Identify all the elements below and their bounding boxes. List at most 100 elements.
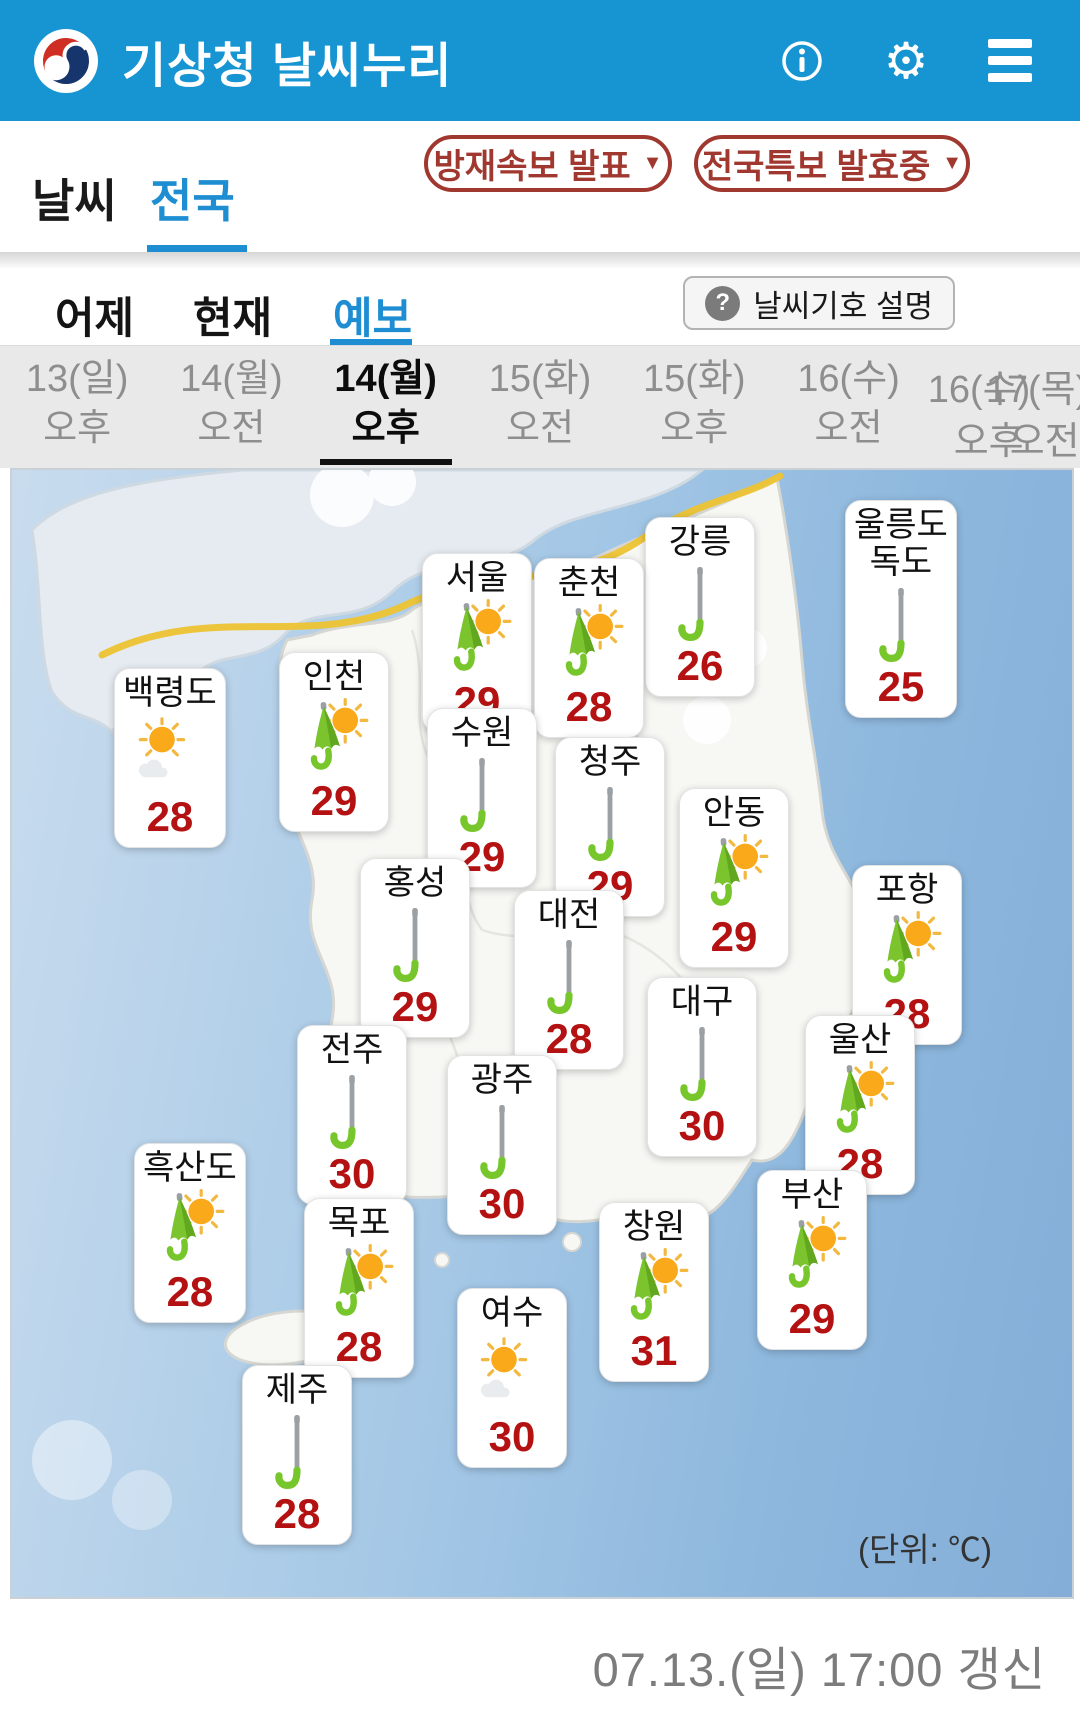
ampm-label: 오후 [351, 406, 420, 448]
active-subtab-underline [330, 339, 412, 345]
rain-icon [529, 936, 609, 1016]
main-tab-row: 날씨 전국 방재속보 발표 ▼ 전국특보 발효중 ▼ [0, 121, 1080, 252]
date-tab-overlap[interactable]: 16(수) 17(목) 오후 오전 [926, 346, 1080, 468]
header-actions: ⚙ [778, 32, 1080, 89]
city-temperature: 29 [710, 913, 758, 961]
question-mark-icon: ? [705, 285, 741, 321]
rain-sun-icon [319, 1244, 399, 1324]
city-temperature: 29 [310, 777, 358, 825]
app-title: 기상청 날씨누리 [122, 39, 453, 93]
disaster-report-button[interactable]: 방재속보 발표 ▼ [424, 135, 672, 192]
city-weather-card[interactable]: 전주 30 [297, 1025, 407, 1206]
special-alert-button[interactable]: 전국특보 발효중 ▼ [694, 135, 970, 192]
city-weather-card[interactable]: 백령도 28 [114, 668, 226, 849]
date-label: 14(월) [334, 358, 437, 400]
disaster-report-label: 방재속보 발표 [433, 148, 631, 186]
city-temperature: 28 [146, 793, 194, 841]
city-name: 창원 [622, 1208, 686, 1246]
city-weather-card[interactable]: 목포 28 [304, 1198, 414, 1379]
rain-sun-icon [150, 1189, 230, 1269]
city-weather-card[interactable]: 울릉도 독도 25 [845, 500, 957, 718]
ampm-label: 오전 [197, 406, 266, 448]
city-name: 전주 [320, 1031, 384, 1069]
city-name: 서울 [445, 559, 509, 597]
sun-cloud-icon [130, 714, 210, 794]
tab-national-active[interactable]: 전국 [150, 175, 235, 227]
city-weather-card[interactable]: 대전 28 [514, 890, 624, 1071]
rain-icon [861, 584, 941, 664]
date-label: 오전 [1009, 421, 1080, 463]
city-name: 춘천 [557, 564, 621, 602]
ampm-label: 오후 [43, 406, 112, 448]
date-tab-15(화)-오전[interactable]: 15(화) 오전 [463, 346, 617, 468]
weather-symbol-legend-button[interactable]: ? 날씨기호 설명 [683, 276, 955, 330]
city-temperature: 26 [676, 642, 724, 690]
date-tab-13(일)-오후[interactable]: 13(일) 오후 [0, 346, 154, 468]
date-label: 15(화) [642, 358, 746, 400]
city-temperature: 29 [391, 983, 439, 1031]
date-label: 16(수) [797, 358, 900, 400]
date-label: 17(목) [985, 369, 1080, 411]
city-weather-card[interactable]: 춘천 28 [534, 558, 644, 739]
city-temperature: 28 [545, 1015, 593, 1063]
city-temperature: 30 [328, 1150, 376, 1198]
tab-yesterday[interactable]: 어제 [55, 295, 135, 343]
date-label: 14(월) [180, 358, 283, 400]
info-icon[interactable] [778, 37, 826, 85]
city-weather-card[interactable]: 울산 28 [805, 1015, 915, 1196]
city-name: 부산 [780, 1176, 844, 1214]
tab-weather[interactable]: 날씨 [32, 175, 117, 227]
city-name: 포항 [875, 871, 939, 909]
hamburger-menu-icon[interactable] [986, 37, 1034, 85]
date-label: 15(화) [488, 358, 592, 400]
rain-icon [660, 563, 740, 643]
tab-current[interactable]: 현재 [193, 295, 273, 343]
date-label: 16(수) [927, 369, 1031, 411]
city-temperature: 28 [166, 1268, 214, 1316]
city-weather-card[interactable]: 대구 30 [647, 977, 757, 1158]
city-weather-card[interactable]: 창원 31 [599, 1202, 709, 1383]
selected-date-underline [319, 459, 452, 465]
date-tab-16(수)-오전[interactable]: 16(수) 오전 [771, 346, 925, 468]
city-name: 강릉 [668, 523, 732, 561]
special-alert-label: 전국특보 발효중 [701, 148, 931, 186]
last-updated-text: 07.13.(일) 17:00 갱신 [592, 1643, 1046, 1696]
date-tab-14(월)-오전[interactable]: 14(월) 오전 [154, 346, 308, 468]
settings-gear-icon[interactable]: ⚙ [883, 32, 929, 89]
legend-button-label: 날씨기호 설명 [753, 288, 933, 324]
page-footer: 07.13.(일) 17:00 갱신 [0, 1599, 1080, 1721]
city-name: 울릉도 [854, 506, 948, 544]
rain-icon [462, 1101, 542, 1181]
rain-sun-icon [294, 698, 374, 778]
rain-sun-icon [694, 834, 774, 914]
city-temperature: 30 [678, 1102, 726, 1150]
date-tab-14(월)-오후[interactable]: 14(월) 오후 [309, 346, 463, 468]
city-temperature: 25 [877, 662, 925, 710]
city-temperature: 28 [335, 1323, 383, 1371]
city-weather-card[interactable]: 인천 29 [279, 652, 389, 833]
tab-forecast-active[interactable]: 예보 [333, 295, 413, 343]
ampm-label: 오전 [505, 406, 575, 448]
city-weather-card[interactable]: 광주 30 [447, 1055, 557, 1236]
city-name: 홍성 [383, 864, 447, 902]
rain-sun-icon [614, 1248, 694, 1328]
city-weather-card[interactable]: 흑산도 28 [134, 1143, 246, 1324]
city-weather-card[interactable]: 제주 28 [242, 1365, 352, 1546]
city-name: 대전 [537, 896, 601, 934]
city-name: 청주 [578, 743, 642, 781]
city-weather-card[interactable]: 부산 29 [757, 1170, 867, 1351]
city-weather-card[interactable]: 여수 30 [457, 1288, 567, 1469]
city-temperature: 28 [273, 1490, 321, 1538]
temperature-unit-note: (단위: ℃) [857, 1531, 992, 1568]
city-name: 대구 [670, 983, 734, 1021]
city-weather-card[interactable]: 안동 29 [679, 788, 789, 969]
city-weather-card[interactable]: 홍성 29 [360, 858, 470, 1039]
city-name: 독도 [869, 543, 933, 582]
rain-sun-icon [867, 911, 947, 991]
city-weather-card[interactable]: 강릉 26 [645, 517, 755, 698]
date-tab-15(화)-오후[interactable]: 15(화) 오후 [617, 346, 771, 468]
city-weather-card[interactable]: 서울 29 [422, 553, 532, 734]
date-label: 13(일) [25, 358, 129, 400]
dropdown-arrow-icon: ▼ [642, 152, 663, 174]
